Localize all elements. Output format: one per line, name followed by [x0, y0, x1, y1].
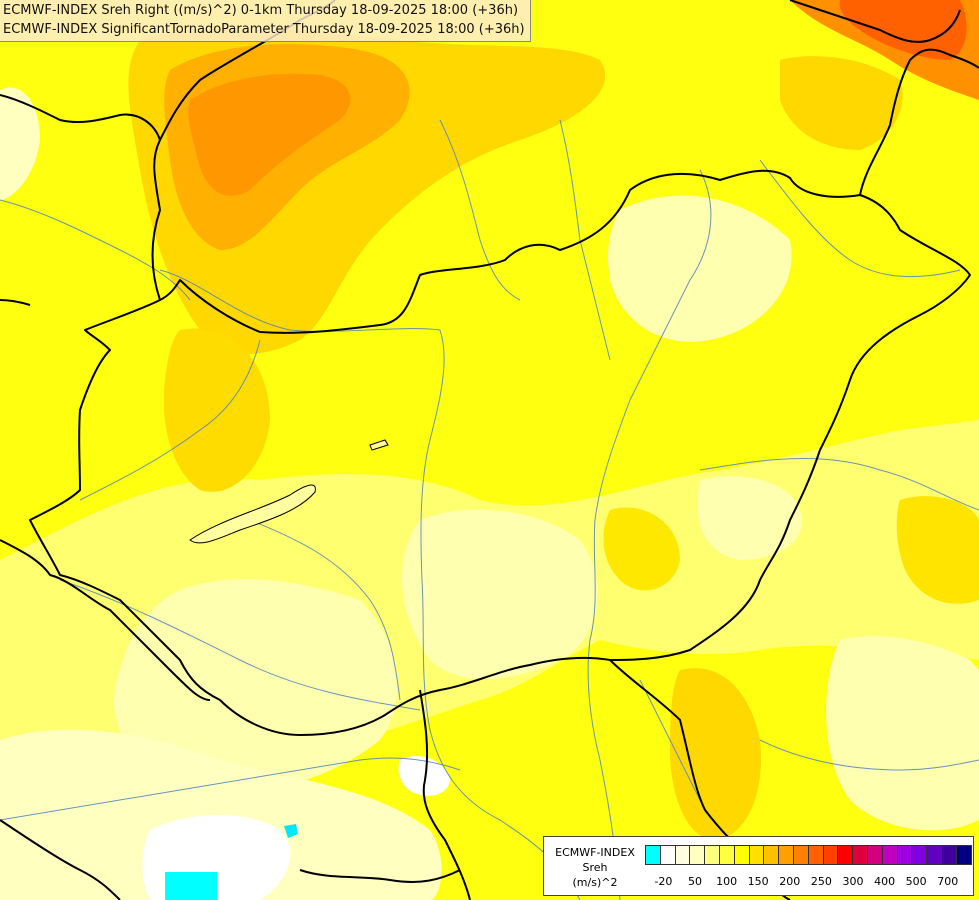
- river-north-2: [559, 119, 611, 361]
- legend-swatch: [689, 845, 706, 865]
- river-tisza: [587, 169, 712, 900]
- field-dark-orange-northwest: [188, 73, 351, 196]
- legend-tick-label: 250: [810, 875, 832, 888]
- border-southwest: [0, 819, 121, 900]
- border-west: [0, 94, 161, 141]
- legend-tick-label: 700: [937, 875, 959, 888]
- legend-swatch: [792, 845, 809, 865]
- legend-tick-label: 400: [874, 875, 896, 888]
- field-pale-east: [697, 476, 802, 560]
- legend-swatch: [778, 845, 794, 865]
- legend-tick-label: -20: [654, 875, 673, 888]
- legend-swatch: [940, 845, 957, 865]
- river-northeast: [759, 159, 961, 277]
- legend-swatch: [704, 845, 720, 865]
- border-northeast: [789, 0, 961, 43]
- legend-swatches: [645, 845, 972, 865]
- map-title-line2: ECMWF-INDEX SignificantTornadoParameter …: [3, 22, 525, 37]
- field-pale-center: [401, 509, 598, 679]
- legend-swatch: [807, 845, 824, 865]
- field-red-orange-northeast: [839, 0, 967, 60]
- legend-swatch: [748, 845, 765, 865]
- field-gold-far-east: [896, 496, 979, 604]
- legend-swatch: [881, 845, 898, 865]
- river-danube: [159, 269, 581, 900]
- border-croatia: [0, 539, 211, 701]
- border-hungary: [29, 169, 971, 736]
- legend-tick-label: 200: [779, 875, 801, 888]
- legend-swatch: [866, 845, 883, 865]
- border-serbia: [419, 689, 471, 900]
- legend-title-line3: (m/s)^2: [572, 876, 618, 889]
- legend-tick-label: 150: [747, 875, 769, 888]
- legend-title: ECMWF-INDEX Sreh (m/s)^2: [548, 845, 642, 890]
- field-pale-south: [0, 729, 442, 900]
- field-pale-northwest: [0, 87, 40, 200]
- legend-swatch: [822, 845, 839, 865]
- legend-tick-label: 100: [716, 875, 738, 888]
- legend-title-line2: Sreh: [582, 861, 608, 874]
- legend-tick-label: 50: [687, 875, 702, 888]
- map-title-line1: ECMWF-INDEX Sreh Right ((m/s)^2) 0-1km T…: [3, 3, 519, 18]
- legend-swatch: [837, 845, 854, 865]
- field-cyan-south: [165, 872, 217, 900]
- legend-swatch: [955, 845, 972, 865]
- legend-swatch: [852, 845, 868, 865]
- legend-title-line1: ECMWF-INDEX: [555, 846, 635, 859]
- legend-swatch: [645, 845, 661, 865]
- legend-swatch: [674, 845, 691, 865]
- field-white-south-2: [398, 756, 450, 796]
- border-south-small: [299, 869, 461, 883]
- field-cyan-south-spot: [284, 824, 298, 838]
- lake-small: [369, 439, 389, 451]
- river-drava: [59, 579, 421, 711]
- color-legend: ECMWF-INDEX Sreh (m/s)^2 -20 50 100 150 200 2…: [543, 836, 974, 896]
- border-north-small: [0, 299, 31, 306]
- legend-labels: -20 50 100 150 200 250 300 400 500 700: [646, 875, 966, 889]
- legend-swatch: [718, 845, 735, 865]
- field-gold-center-east: [603, 507, 680, 591]
- legend-swatch: [763, 845, 780, 865]
- field-pale-southeast: [826, 636, 979, 831]
- legend-swatch: [659, 845, 676, 865]
- field-gold-west: [163, 328, 270, 492]
- field-gold-southeast: [670, 668, 761, 841]
- river-south-east-2: [759, 739, 979, 771]
- legend-swatch: [911, 845, 928, 865]
- legend-tick-label: 500: [905, 875, 927, 888]
- field-pale-northeast: [608, 195, 792, 342]
- legend-swatch: [896, 845, 913, 865]
- border-slovakia-ukraine: [859, 48, 979, 196]
- map-title-box: ECMWF-INDEX Sreh Right ((m/s)^2) 0-1km T…: [0, 0, 531, 42]
- river-sava: [0, 757, 461, 821]
- river-north: [439, 119, 521, 301]
- legend-tick-label: 300: [842, 875, 864, 888]
- river-west: [0, 199, 191, 301]
- lake-balaton: [189, 484, 316, 544]
- river-east: [699, 457, 979, 511]
- river-west-2: [249, 519, 401, 701]
- legend-swatch: [926, 845, 942, 865]
- field-gold-northeast: [780, 56, 903, 150]
- river-raba: [79, 339, 261, 501]
- legend-swatch: [733, 845, 750, 865]
